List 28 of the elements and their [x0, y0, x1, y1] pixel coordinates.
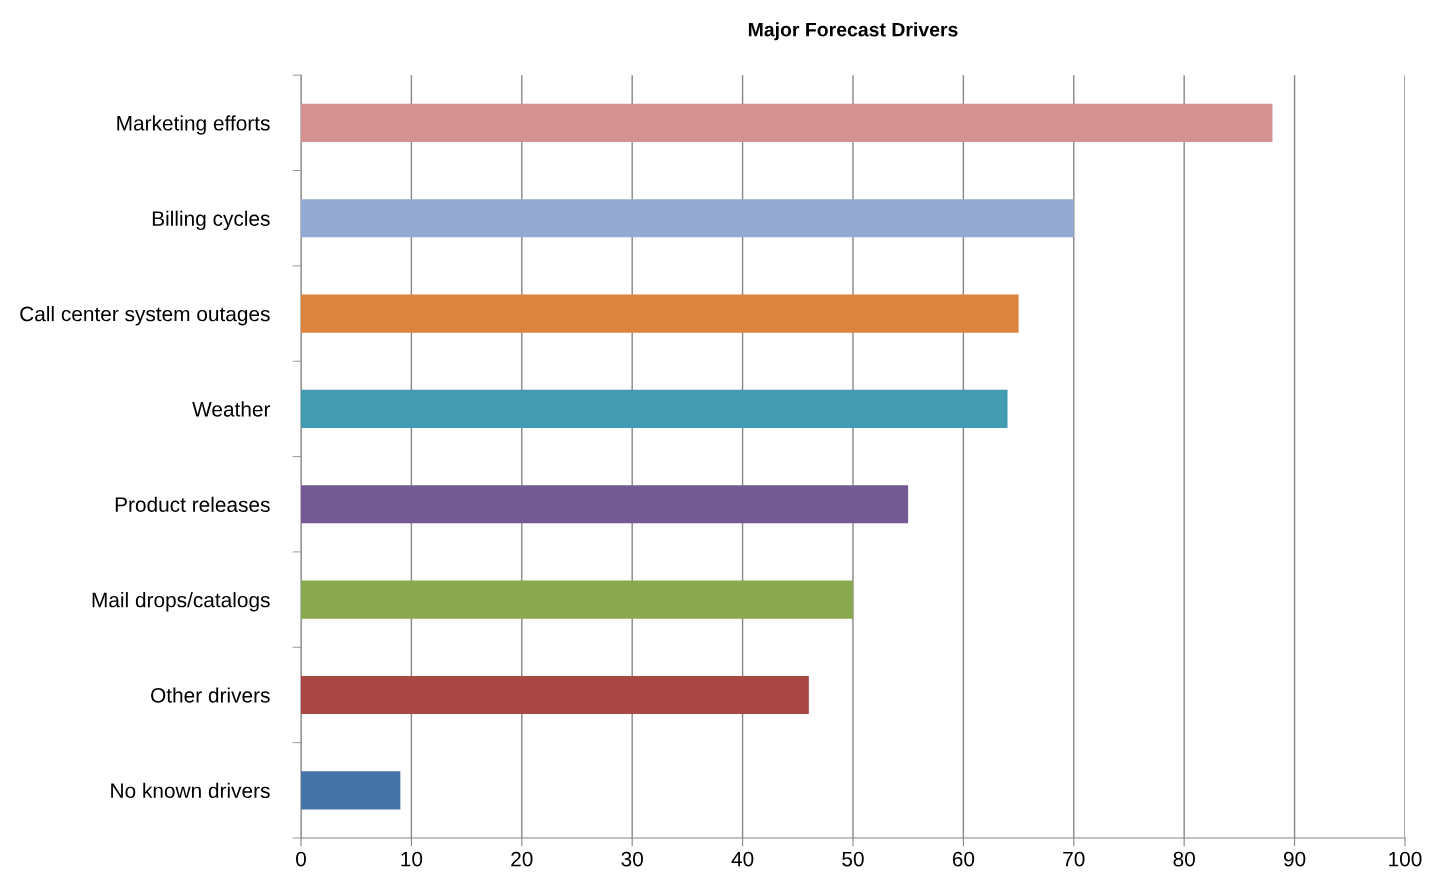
y-tick-label: Product releases	[115, 496, 270, 513]
x-tick-label: 50	[842, 851, 864, 867]
y-tick-label: Other drivers	[151, 687, 270, 703]
x-tick-label: 30	[621, 851, 643, 867]
chart-title: Major Forecast Drivers	[748, 22, 958, 41]
bar	[301, 103, 1273, 142]
x-tick-label: 10	[401, 851, 423, 867]
bar	[301, 294, 1019, 333]
bar	[301, 771, 401, 810]
y-tick-label: Billing cycles	[152, 210, 270, 231]
y-tick-label: Weather	[192, 401, 271, 417]
y-tick-label: Mail drops/catalogs	[92, 592, 270, 612]
x-tick-label: 20	[511, 851, 533, 867]
x-tick-label: 40	[731, 851, 754, 867]
y-tick-label: No known drivers	[111, 782, 270, 799]
x-tick-label: 90	[1283, 851, 1306, 867]
bar	[301, 389, 1008, 428]
x-tick-label: 80	[1173, 851, 1195, 867]
x-tick-label: 100	[1389, 851, 1422, 867]
y-tick-label: Call center system outages	[20, 306, 270, 326]
bar	[301, 675, 809, 715]
bar	[301, 580, 853, 619]
x-tick-label: 70	[1063, 851, 1085, 867]
y-tick-label: Marketing efforts	[117, 115, 270, 135]
x-tick-label: 0	[296, 851, 306, 867]
x-tick-label: 60	[952, 851, 975, 867]
bar	[301, 485, 909, 524]
bar	[301, 199, 1074, 238]
